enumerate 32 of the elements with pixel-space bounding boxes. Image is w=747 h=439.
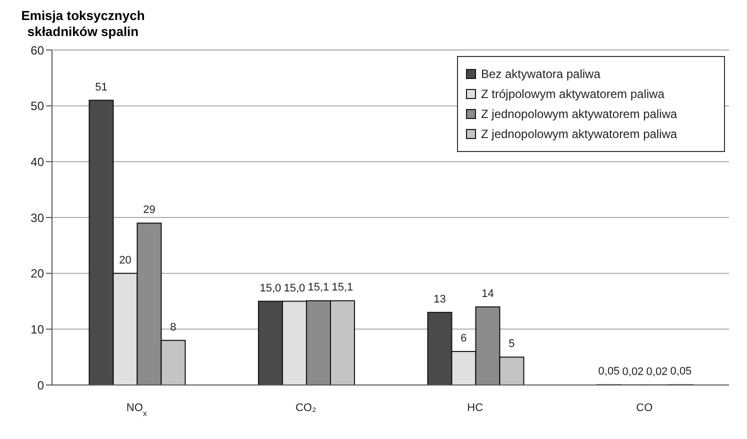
y-tick-label: 20 <box>30 266 44 281</box>
data-label: 6 <box>460 332 467 344</box>
x-tick-label: CO <box>636 402 654 414</box>
data-label: 8 <box>170 321 176 334</box>
legend-label: Bez aktywatora paliwa <box>481 67 600 81</box>
x-tick-label: CO₂ <box>295 402 316 414</box>
y-tick-label: 30 <box>30 210 44 225</box>
y-tick-label: 0 <box>37 378 44 392</box>
data-label: 15,1 <box>308 282 330 294</box>
data-label: 0,02 <box>646 366 668 378</box>
x-tick-label: NO$_{x}$ <box>126 402 147 418</box>
data-label: 0,02 <box>622 366 644 378</box>
y-axis-title: Emisja toksycznych składników spalin <box>20 8 146 40</box>
legend-label: Z jednopolowym aktywatorem paliwa <box>481 107 678 121</box>
legend-label: Z jednopolowym aktywatorem paliwa <box>481 127 678 141</box>
data-label: 29 <box>143 204 156 216</box>
data-label: 15,0 <box>260 282 282 294</box>
data-label: 0,05 <box>598 366 620 378</box>
data-label: 0,05 <box>670 366 692 378</box>
y-tick-label: 60 <box>30 43 44 58</box>
data-label: 15,0 <box>284 282 306 294</box>
data-label: 13 <box>434 293 446 306</box>
x-tick-label: HC <box>467 402 484 414</box>
y-tick-label: 50 <box>30 99 44 114</box>
data-label: 20 <box>119 254 132 266</box>
data-label: 5 <box>508 338 515 350</box>
data-label: 51 <box>95 81 108 94</box>
legend-label: Z trójpolowym aktywatorem paliwa <box>481 87 664 101</box>
y-tick-label: 40 <box>30 154 44 169</box>
y-tick-label: 10 <box>30 322 44 336</box>
data-label: 15,1 <box>332 282 354 294</box>
data-label: 14 <box>482 288 494 300</box>
